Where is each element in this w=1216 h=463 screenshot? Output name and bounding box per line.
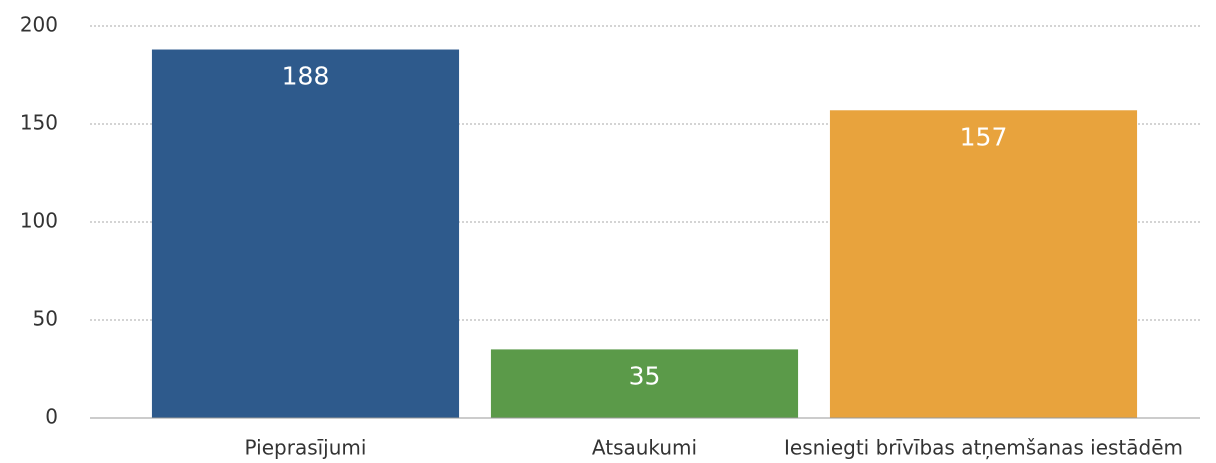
x-tick-label: Pieprasījumi [245,436,367,460]
data-label: 157 [960,122,1008,151]
bar [829,110,1138,418]
y-tick-label: 200 [20,13,58,37]
bar [151,49,460,419]
x-tick-label: Iesniegti brīvības atņemšanas iestādēm [784,436,1183,460]
y-tick-label: 150 [20,111,58,135]
y-tick-label: 0 [45,405,58,429]
data-label: 188 [282,62,330,91]
y-tick-label: 100 [20,209,58,233]
bar [490,349,799,418]
data-label: 35 [629,361,661,390]
x-tick-label: Atsaukumi [592,436,697,460]
y-tick-label: 50 [33,307,58,331]
